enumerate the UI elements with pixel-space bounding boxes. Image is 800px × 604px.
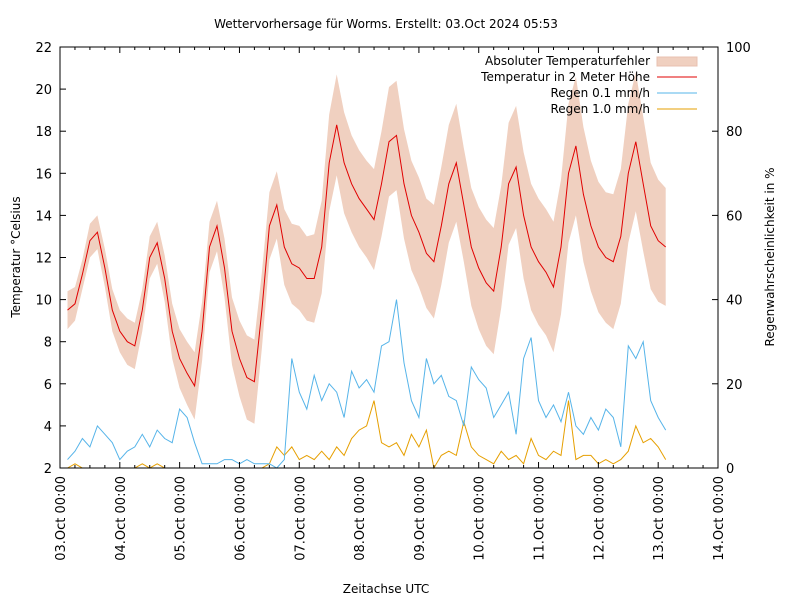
x-tick-label: 10.Oct 00:00 bbox=[473, 476, 488, 561]
y-tick-label: 6 bbox=[44, 378, 52, 393]
y-tick-label: 20 bbox=[35, 83, 52, 98]
y2-tick-label: 80 bbox=[726, 125, 743, 140]
y-tick-label: 22 bbox=[35, 41, 52, 56]
y2-tick-label: 0 bbox=[726, 462, 734, 477]
y-tick-label: 16 bbox=[35, 167, 52, 182]
x-tick-label: 12.Oct 00:00 bbox=[592, 476, 607, 561]
y2-tick-label: 60 bbox=[726, 209, 743, 224]
x-tick-label: 07.Oct 00:00 bbox=[293, 476, 308, 561]
x-tick-label: 09.Oct 00:00 bbox=[413, 476, 428, 561]
legend-label: Temperatur in 2 Meter Höhe bbox=[480, 70, 650, 84]
legend: Absoluter Temperaturfehler Temperatur in … bbox=[480, 54, 698, 116]
y-tick-label: 18 bbox=[35, 125, 52, 140]
x-tick-label: 03.Oct 00:00 bbox=[54, 476, 69, 561]
x-tick-label: 08.Oct 00:00 bbox=[353, 476, 368, 561]
temperature-line bbox=[67, 124, 667, 388]
y2-tick-label: 20 bbox=[726, 378, 743, 393]
y-tick-label: 10 bbox=[35, 294, 52, 309]
legend-label: Absoluter Temperaturfehler bbox=[485, 54, 650, 68]
x-tick-label: 04.Oct 00:00 bbox=[114, 476, 129, 561]
ticks-layer: 2 4 6 8 10 12 14 16 18 20 22 0 20 40 60 80 100 03.Oct 00:… bbox=[35, 41, 750, 561]
x-tick-label: 11.Oct 00:00 bbox=[533, 476, 548, 561]
y2-axis-label: Regenwahrscheinlichkeit in % bbox=[763, 167, 777, 346]
y-tick-label: 4 bbox=[44, 420, 52, 435]
y2-tick-label: 100 bbox=[726, 41, 751, 56]
x-tick-label: 06.Oct 00:00 bbox=[233, 476, 248, 561]
x-tick-label: 13.Oct 00:00 bbox=[652, 476, 667, 561]
y2-tick-label: 40 bbox=[726, 294, 743, 309]
x-axis-label: Zeitachse UTC bbox=[343, 582, 429, 596]
y-tick-label: 8 bbox=[44, 336, 52, 351]
legend-label: Regen 0.1 mm/h bbox=[550, 86, 650, 100]
y-axis-label: Temperatur °Celsius bbox=[9, 196, 23, 318]
legend-label: Regen 1.0 mm/h bbox=[550, 102, 650, 116]
legend-swatch bbox=[656, 56, 698, 67]
chart-title: Wettervorhersage für Worms. Erstellt: 03… bbox=[214, 17, 558, 31]
rain-1mm-line bbox=[67, 400, 667, 470]
rain-0.1mm-line bbox=[67, 299, 667, 469]
y-tick-label: 12 bbox=[35, 252, 52, 267]
y-tick-label: 14 bbox=[35, 209, 52, 224]
x-tick-label: 14.Oct 00:00 bbox=[712, 476, 727, 561]
temperature-error-band-layer bbox=[67, 72, 666, 424]
temperature-error-band bbox=[67, 72, 666, 424]
y-tick-label: 2 bbox=[44, 462, 52, 477]
x-tick-label: 05.Oct 00:00 bbox=[174, 476, 189, 561]
